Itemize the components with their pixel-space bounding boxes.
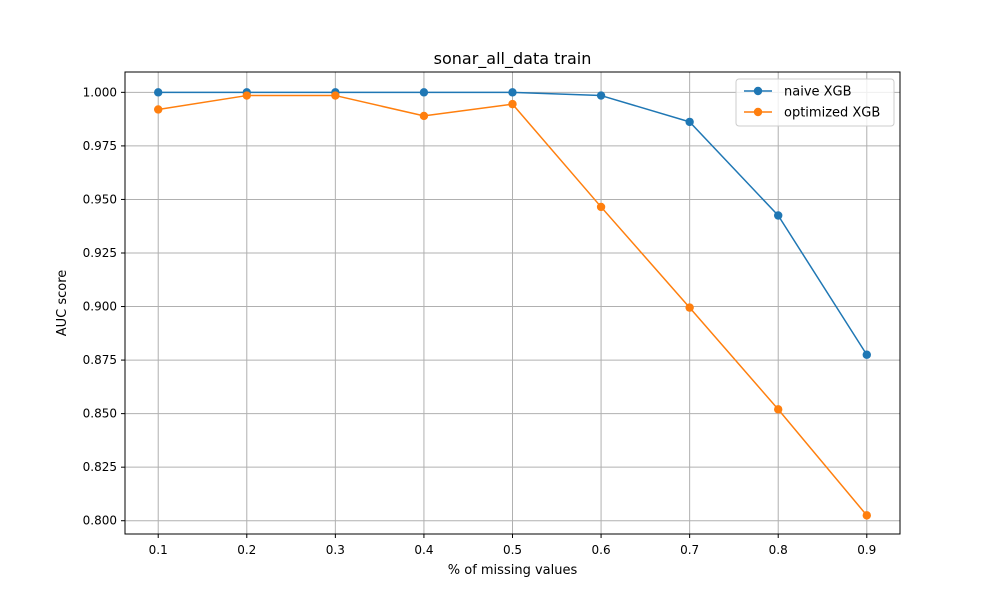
legend: naive XGB optimized XGB xyxy=(735,78,895,127)
axis-ticks: 0.1 0.2 0.3 0.4 0.5 0.6 0.7 0.8 0.9 0.800 0.825 0.8… xyxy=(83,85,877,557)
data-point xyxy=(154,105,163,114)
grid xyxy=(125,72,900,534)
y-axis-label: AUC score xyxy=(55,270,70,337)
legend-entry: optimized XGB xyxy=(744,106,880,121)
data-point xyxy=(508,99,517,109)
data-point xyxy=(774,405,783,414)
data-point xyxy=(242,91,251,100)
x-tick-label: 0.6 xyxy=(592,543,611,557)
y-tick-label: 0.875 xyxy=(83,353,117,367)
y-tick-label: 0.950 xyxy=(83,192,117,206)
data-point xyxy=(774,211,783,220)
data-point xyxy=(596,91,606,100)
y-tick-label: 0.800 xyxy=(83,514,117,528)
x-tick-label: 0.7 xyxy=(680,543,699,557)
data-point xyxy=(862,511,871,520)
y-tick-label: 0.900 xyxy=(83,300,117,314)
x-tick-label: 0.5 xyxy=(503,543,522,557)
legend-box xyxy=(735,78,895,127)
x-tick-label: 0.4 xyxy=(414,543,433,557)
series-optimized-xgb xyxy=(154,91,871,520)
data-point xyxy=(596,202,606,212)
legend-label: naive XGB xyxy=(784,85,852,100)
y-tick-label: 0.975 xyxy=(83,139,117,153)
x-tick-label: 0.9 xyxy=(857,543,876,557)
y-tick-label: 0.925 xyxy=(83,246,117,260)
data-point xyxy=(331,91,340,100)
data-point xyxy=(419,111,429,121)
y-tick-label: 0.825 xyxy=(83,460,117,474)
x-tick-label: 0.2 xyxy=(237,543,256,557)
x-tick-label: 0.3 xyxy=(326,543,345,557)
data-point xyxy=(154,88,163,97)
data-point xyxy=(685,117,694,127)
legend-swatch-marker xyxy=(753,107,763,117)
y-tick-label: 0.850 xyxy=(83,407,117,421)
data-point xyxy=(419,88,429,97)
x-axis-label: % of missing values xyxy=(448,563,578,578)
data-point xyxy=(862,350,871,359)
data-point xyxy=(685,303,694,312)
x-tick-label: 0.8 xyxy=(769,543,788,557)
x-tick-label: 0.1 xyxy=(149,543,168,557)
legend-swatch-marker xyxy=(753,86,763,96)
data-point xyxy=(508,88,517,97)
series-layer xyxy=(154,88,871,520)
chart-title: sonar_all_data train xyxy=(434,49,592,69)
series-naive-xgb xyxy=(154,88,871,359)
legend-entry: naive XGB xyxy=(744,85,852,100)
y-tick-label: 1.000 xyxy=(83,85,117,99)
legend-label: optimized XGB xyxy=(784,106,880,121)
